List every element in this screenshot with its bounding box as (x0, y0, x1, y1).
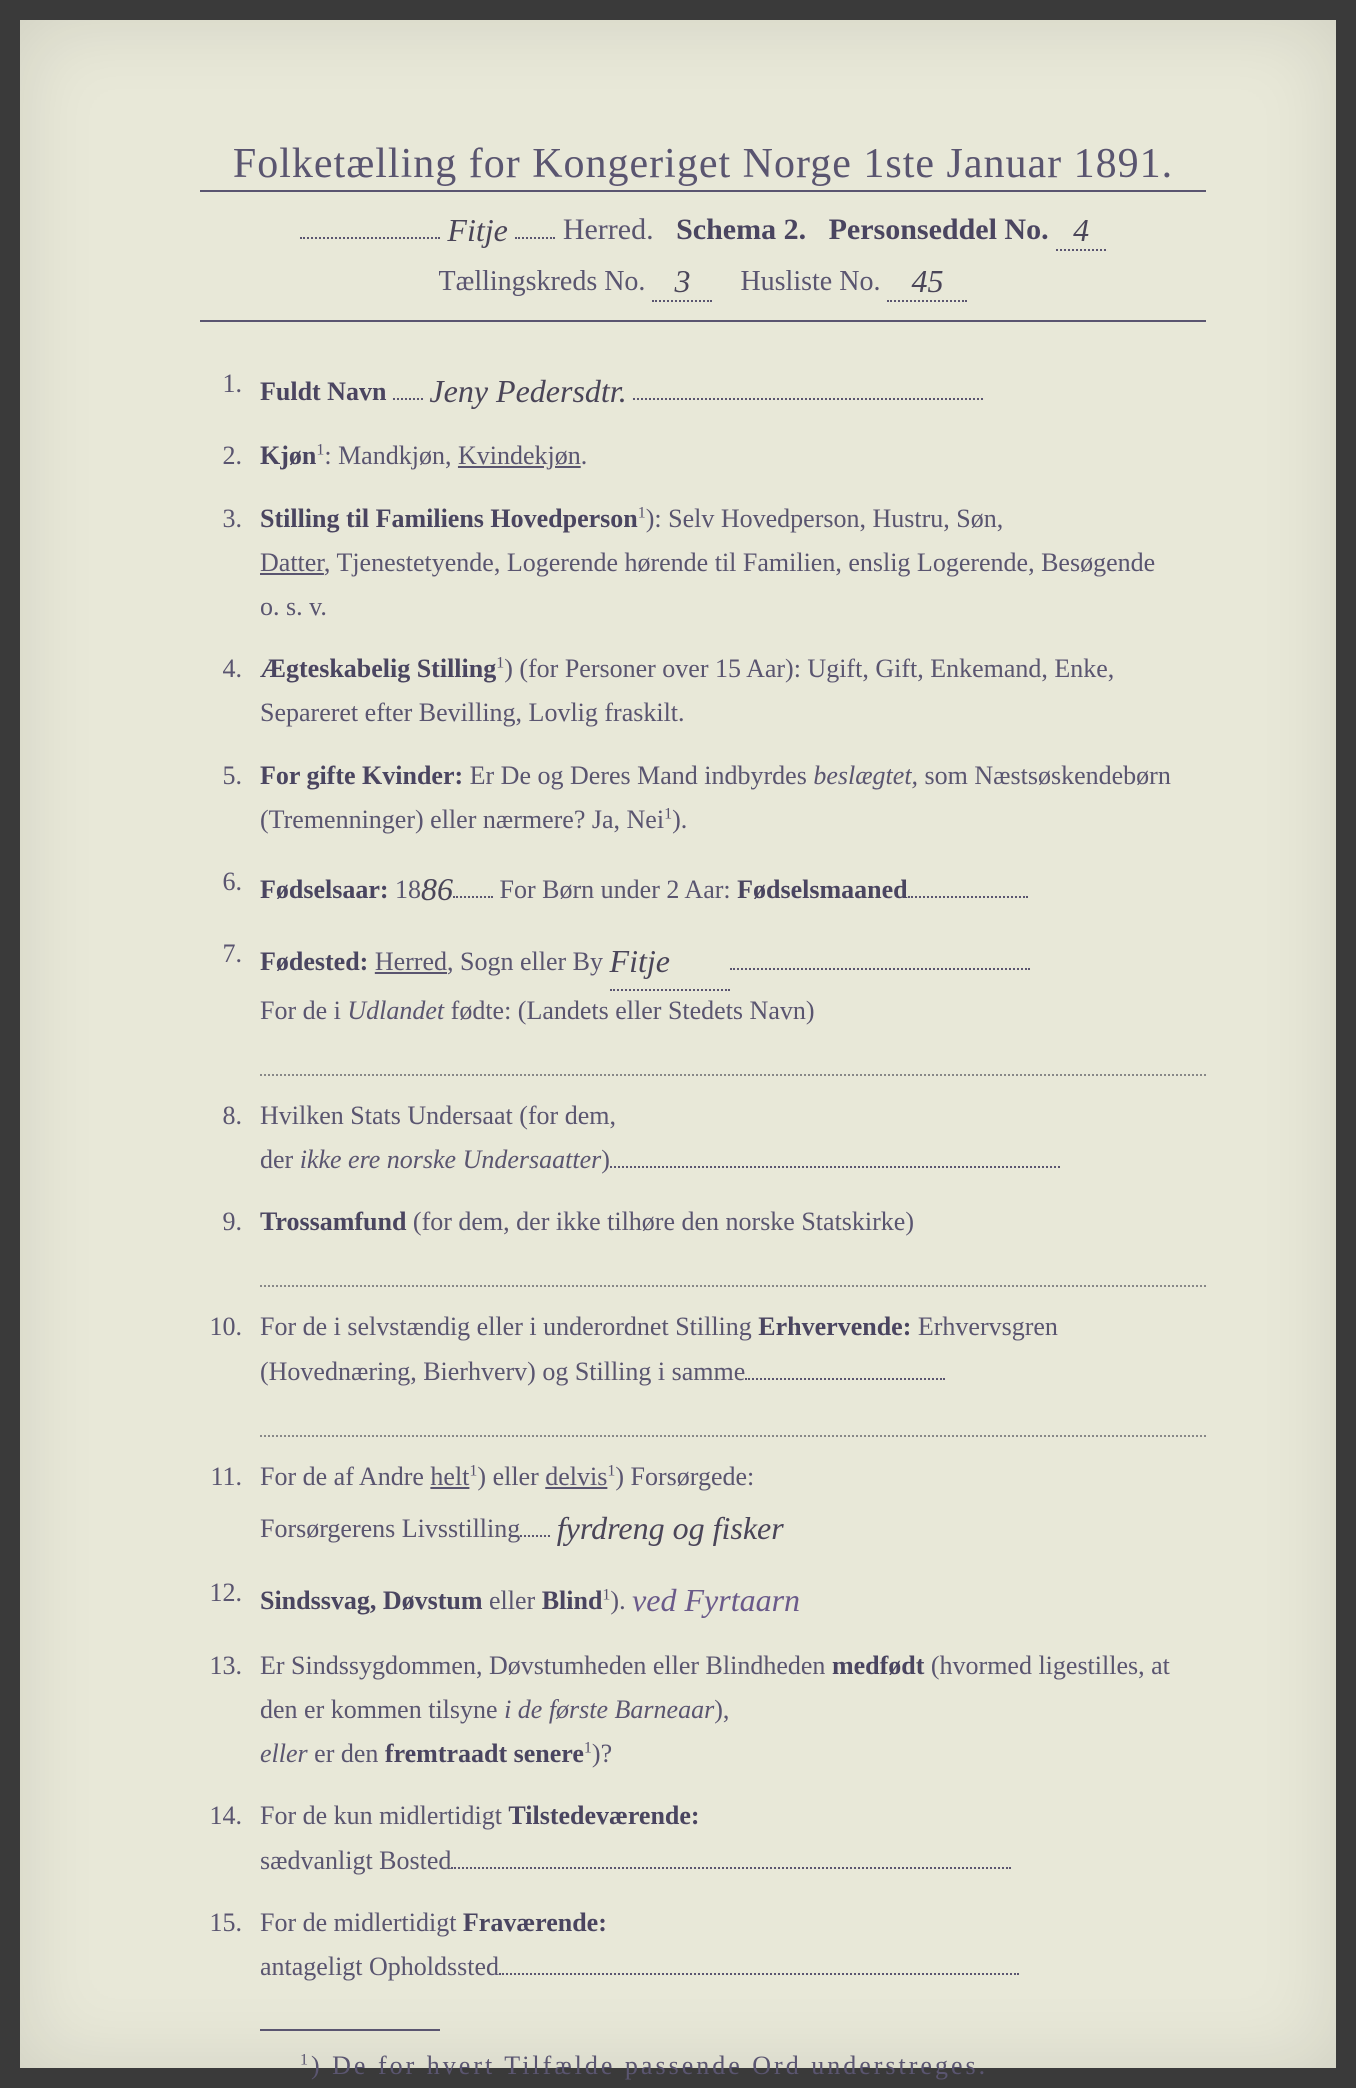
kreds-no: 3 (652, 263, 712, 302)
personseddel-label: Personseddel No. (829, 213, 1049, 246)
husliste-label: Husliste No. (740, 266, 880, 297)
item-3: 3. Stilling til Familiens Hovedperson1):… (200, 497, 1206, 630)
form-items: 1. Fuldt Navn Jeny Pedersdtr. 2. Kjøn1: … (200, 362, 1206, 1989)
item-1: 1. Fuldt Navn Jeny Pedersdtr. (200, 362, 1206, 416)
item-11: 11. For de af Andre helt1) eller delvis1… (200, 1455, 1206, 1554)
item-13: 13. Er Sindssygdommen, Døvstumheden elle… (200, 1644, 1206, 1777)
herred-label: Herred. (563, 213, 654, 246)
item-15: 15. For de midlertidigt Fraværende: anta… (200, 1901, 1206, 1989)
census-form-page: Folketælling for Kongeriget Norge 1ste J… (20, 20, 1336, 2068)
personseddel-no: 4 (1056, 212, 1106, 251)
provider-handwritten: fyrdreng og fisker (557, 1501, 784, 1555)
item-7: 7. Fødested: Herred, Sogn eller By Fitje… (200, 932, 1206, 1076)
husliste-no: 45 (887, 263, 967, 302)
item-12: 12. Sindssvag, Døvstum eller Blind1). ve… (200, 1571, 1206, 1625)
birthplace-handwritten: Fitje (610, 934, 730, 990)
item-2: 2. Kjøn1: Mandkjøn, Kvindekjøn. (200, 434, 1206, 478)
header-line-2: Tællingskreds No. 3 Husliste No. 45 (200, 261, 1206, 300)
item-5: 5. For gifte Kvinder: Er De og Deres Man… (200, 754, 1206, 842)
header-line-1: Fitje Herred. Schema 2. Personseddel No.… (200, 210, 1206, 249)
note-handwritten: ved Fyrtaarn (632, 1573, 800, 1627)
item-8: 8. Hvilken Stats Undersaat (for dem, der… (200, 1094, 1206, 1182)
item-10: 10. For de i selvstændig eller i underor… (200, 1305, 1206, 1436)
header-divider (200, 320, 1206, 322)
schema-label: Schema 2. (676, 213, 806, 246)
kreds-label: Tællingskreds No. (439, 266, 646, 297)
year-handwritten: 86 (421, 862, 453, 916)
footnote-rule (260, 2029, 440, 2031)
footnote: 1) De for hvert Tilfælde passende Ord un… (300, 2051, 1206, 2081)
name-handwritten: Jeny Pedersdtr. (429, 364, 626, 418)
item-14: 14. For de kun midlertidigt Tilstedevære… (200, 1794, 1206, 1882)
item-6: 6. Fødselsaar: 1886 For Børn under 2 Aar… (200, 860, 1206, 914)
item-9: 9. Trossamfund (for dem, der ikke tilhør… (200, 1200, 1206, 1287)
herred-handwritten: Fitje (447, 212, 507, 249)
main-title: Folketælling for Kongeriget Norge 1ste J… (200, 140, 1206, 192)
header-block: Folketælling for Kongeriget Norge 1ste J… (200, 140, 1206, 322)
item-4: 4. Ægteskabelig Stilling1) (for Personer… (200, 647, 1206, 735)
